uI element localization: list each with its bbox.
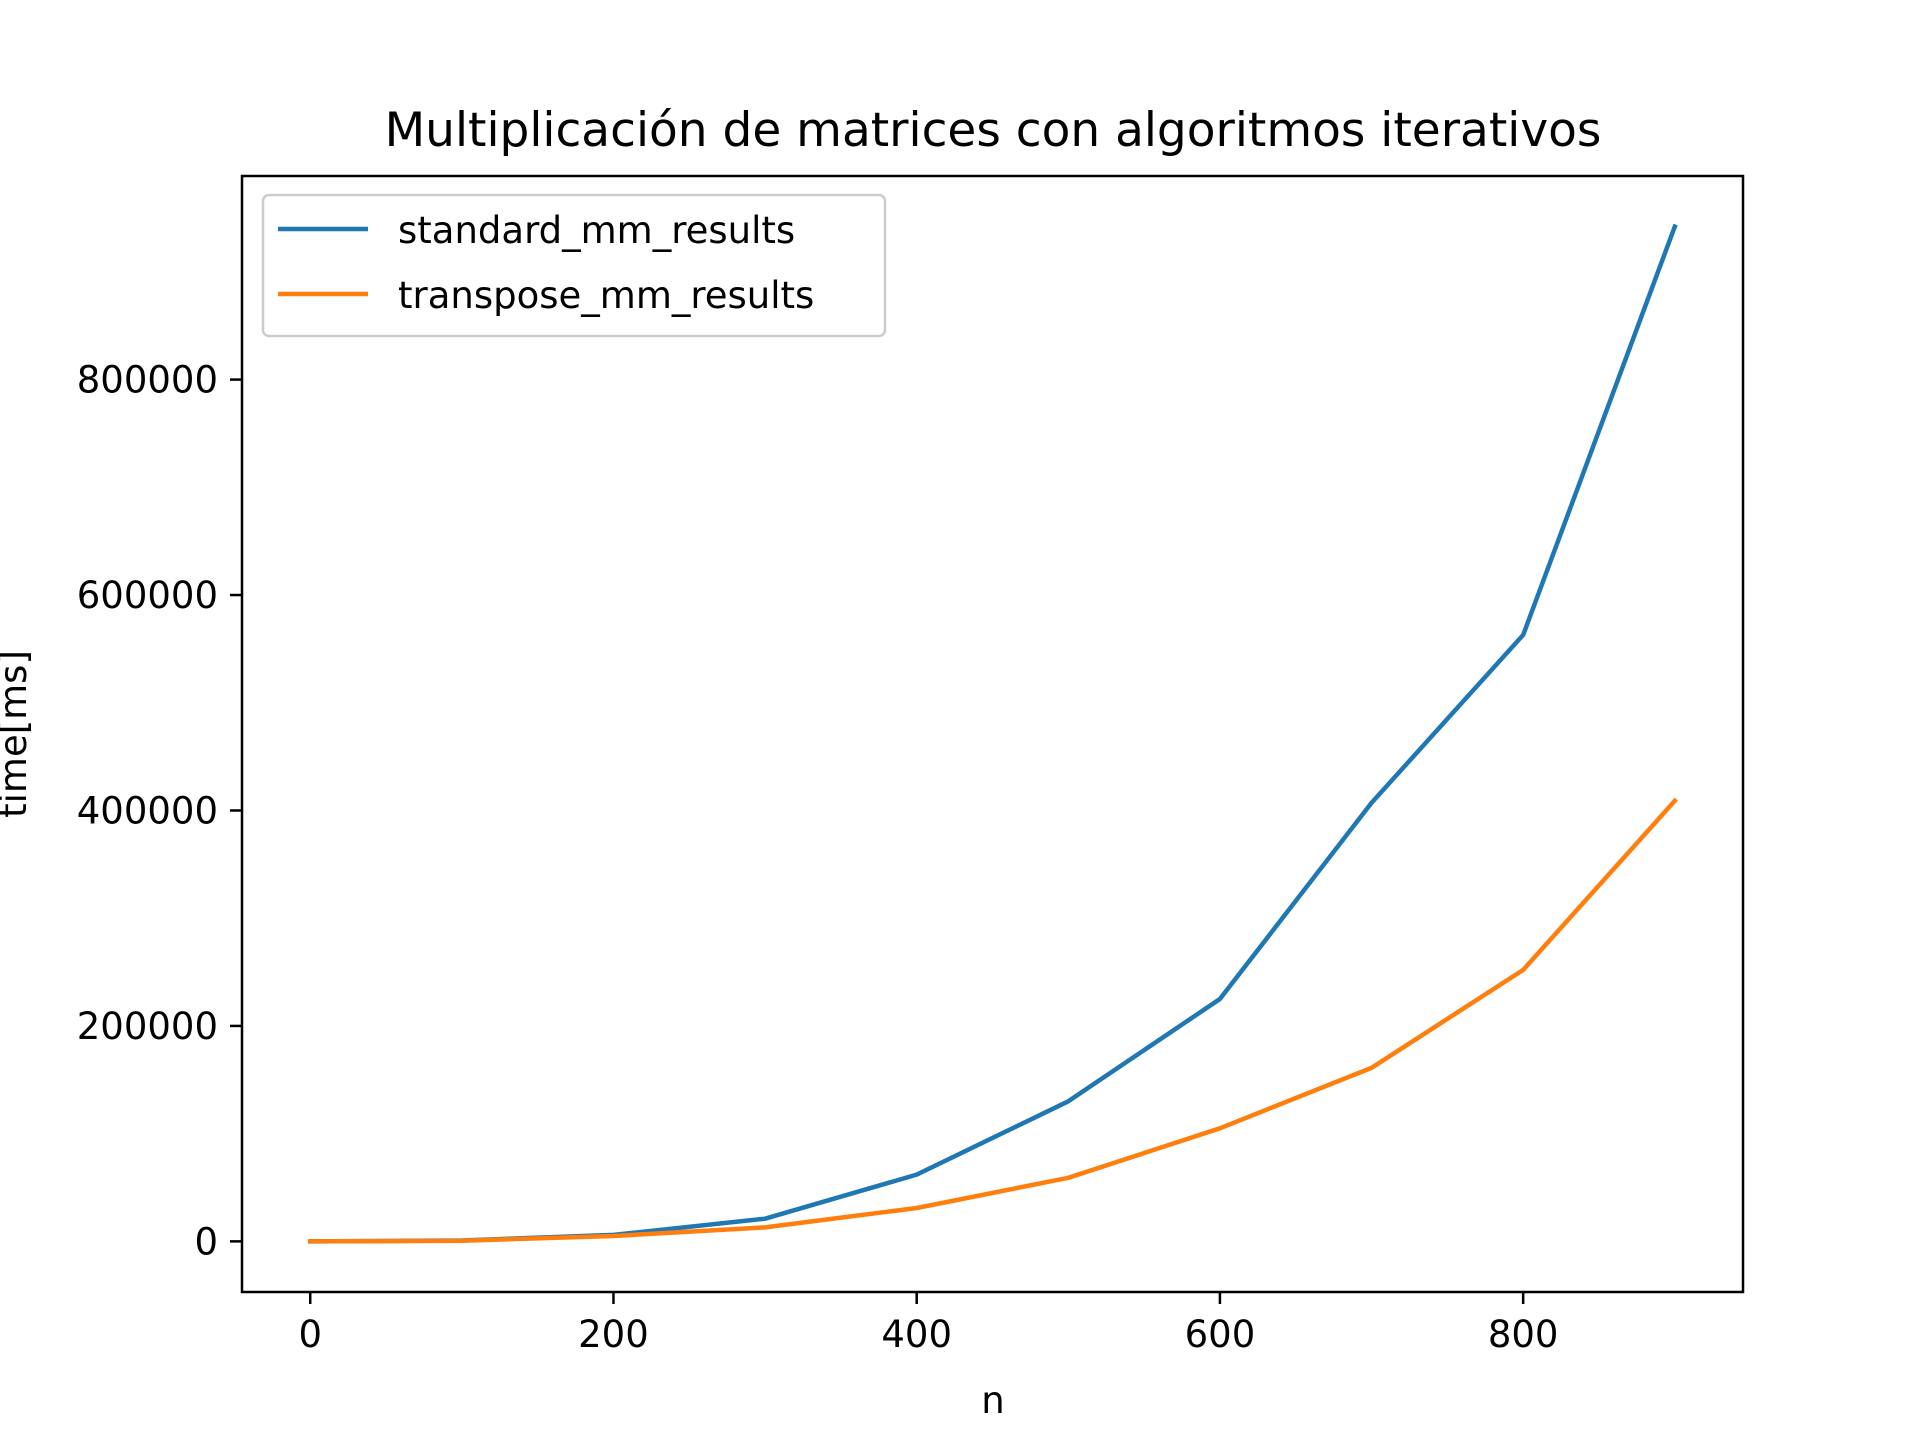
y-axis: 0 200000 400000 600000 800000 [77,359,242,1263]
legend: standard_mm_results transpose_mm_results [261,193,887,338]
x-tick-label: 800 [1488,1313,1559,1356]
series-layer [307,223,1678,1244]
series-line-1 [307,797,1678,1244]
y-tick-label: 200000 [77,1005,218,1048]
legend-label-transpose: transpose_mm_results [398,274,814,317]
y-axis-label: time[ms] [0,650,35,818]
y-tick-label: 800000 [77,359,218,402]
x-tick-label: 400 [881,1313,952,1356]
y-tick-label: 0 [194,1220,218,1263]
x-axis: 0 200 400 600 800 [298,1292,1558,1356]
y-tick-label: 600000 [77,574,218,617]
plot-frame [240,174,1745,1294]
y-tick-label: 400000 [77,789,218,832]
x-tick-label: 0 [298,1313,322,1356]
x-tick-label: 200 [578,1313,649,1356]
chart-title: Multiplicación de matrices con algoritmo… [385,103,1602,158]
legend-label-standard: standard_mm_results [398,209,795,252]
x-tick-label: 600 [1185,1313,1256,1356]
x-axis-label: n [981,1379,1004,1422]
legend-box [261,193,887,338]
